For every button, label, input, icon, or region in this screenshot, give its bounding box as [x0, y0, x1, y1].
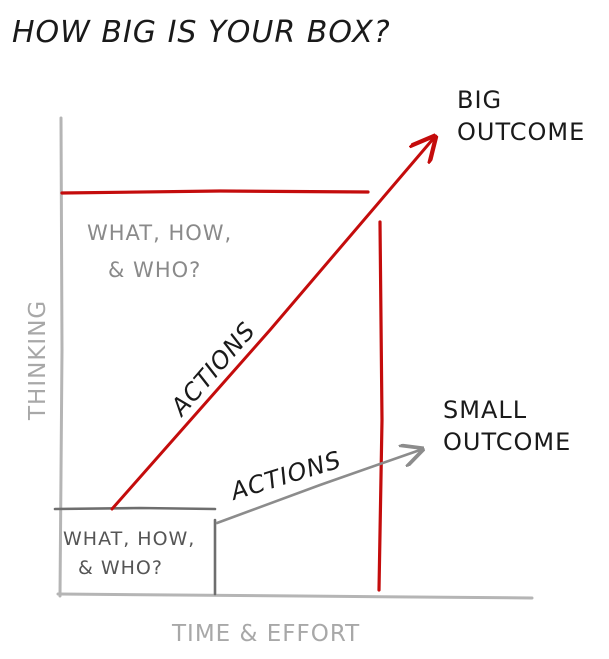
big-box-question-line1: WHAT, HOW,: [87, 221, 232, 245]
big-box-question-line2: & WHO?: [108, 258, 201, 282]
big-outcome-line1: BIG: [457, 86, 502, 114]
big-actions-label: ACTIONS: [164, 317, 261, 423]
big-outcome-line2: OUTCOME: [457, 118, 585, 146]
small-outcome-line1: SMALL: [443, 396, 527, 424]
small-box-top-edge: [53, 506, 217, 511]
title: HOW BIG IS YOUR BOX?: [12, 15, 391, 50]
big-box-right-edge: [377, 220, 384, 592]
small-outcome-line2: OUTCOME: [443, 428, 571, 456]
big-box-top-edge: [60, 189, 370, 195]
y-axis-label: THINKING: [25, 300, 51, 421]
small-box-question-line1: WHAT, HOW,: [63, 528, 195, 550]
small-box-question-line2: & WHO?: [78, 557, 163, 579]
small-actions-arrow: [215, 450, 420, 525]
x-axis-label: TIME & EFFORT: [171, 621, 360, 647]
x-axis-line: [56, 592, 534, 600]
y-axis-line: [58, 116, 64, 598]
big-actions-arrow: [110, 139, 433, 511]
